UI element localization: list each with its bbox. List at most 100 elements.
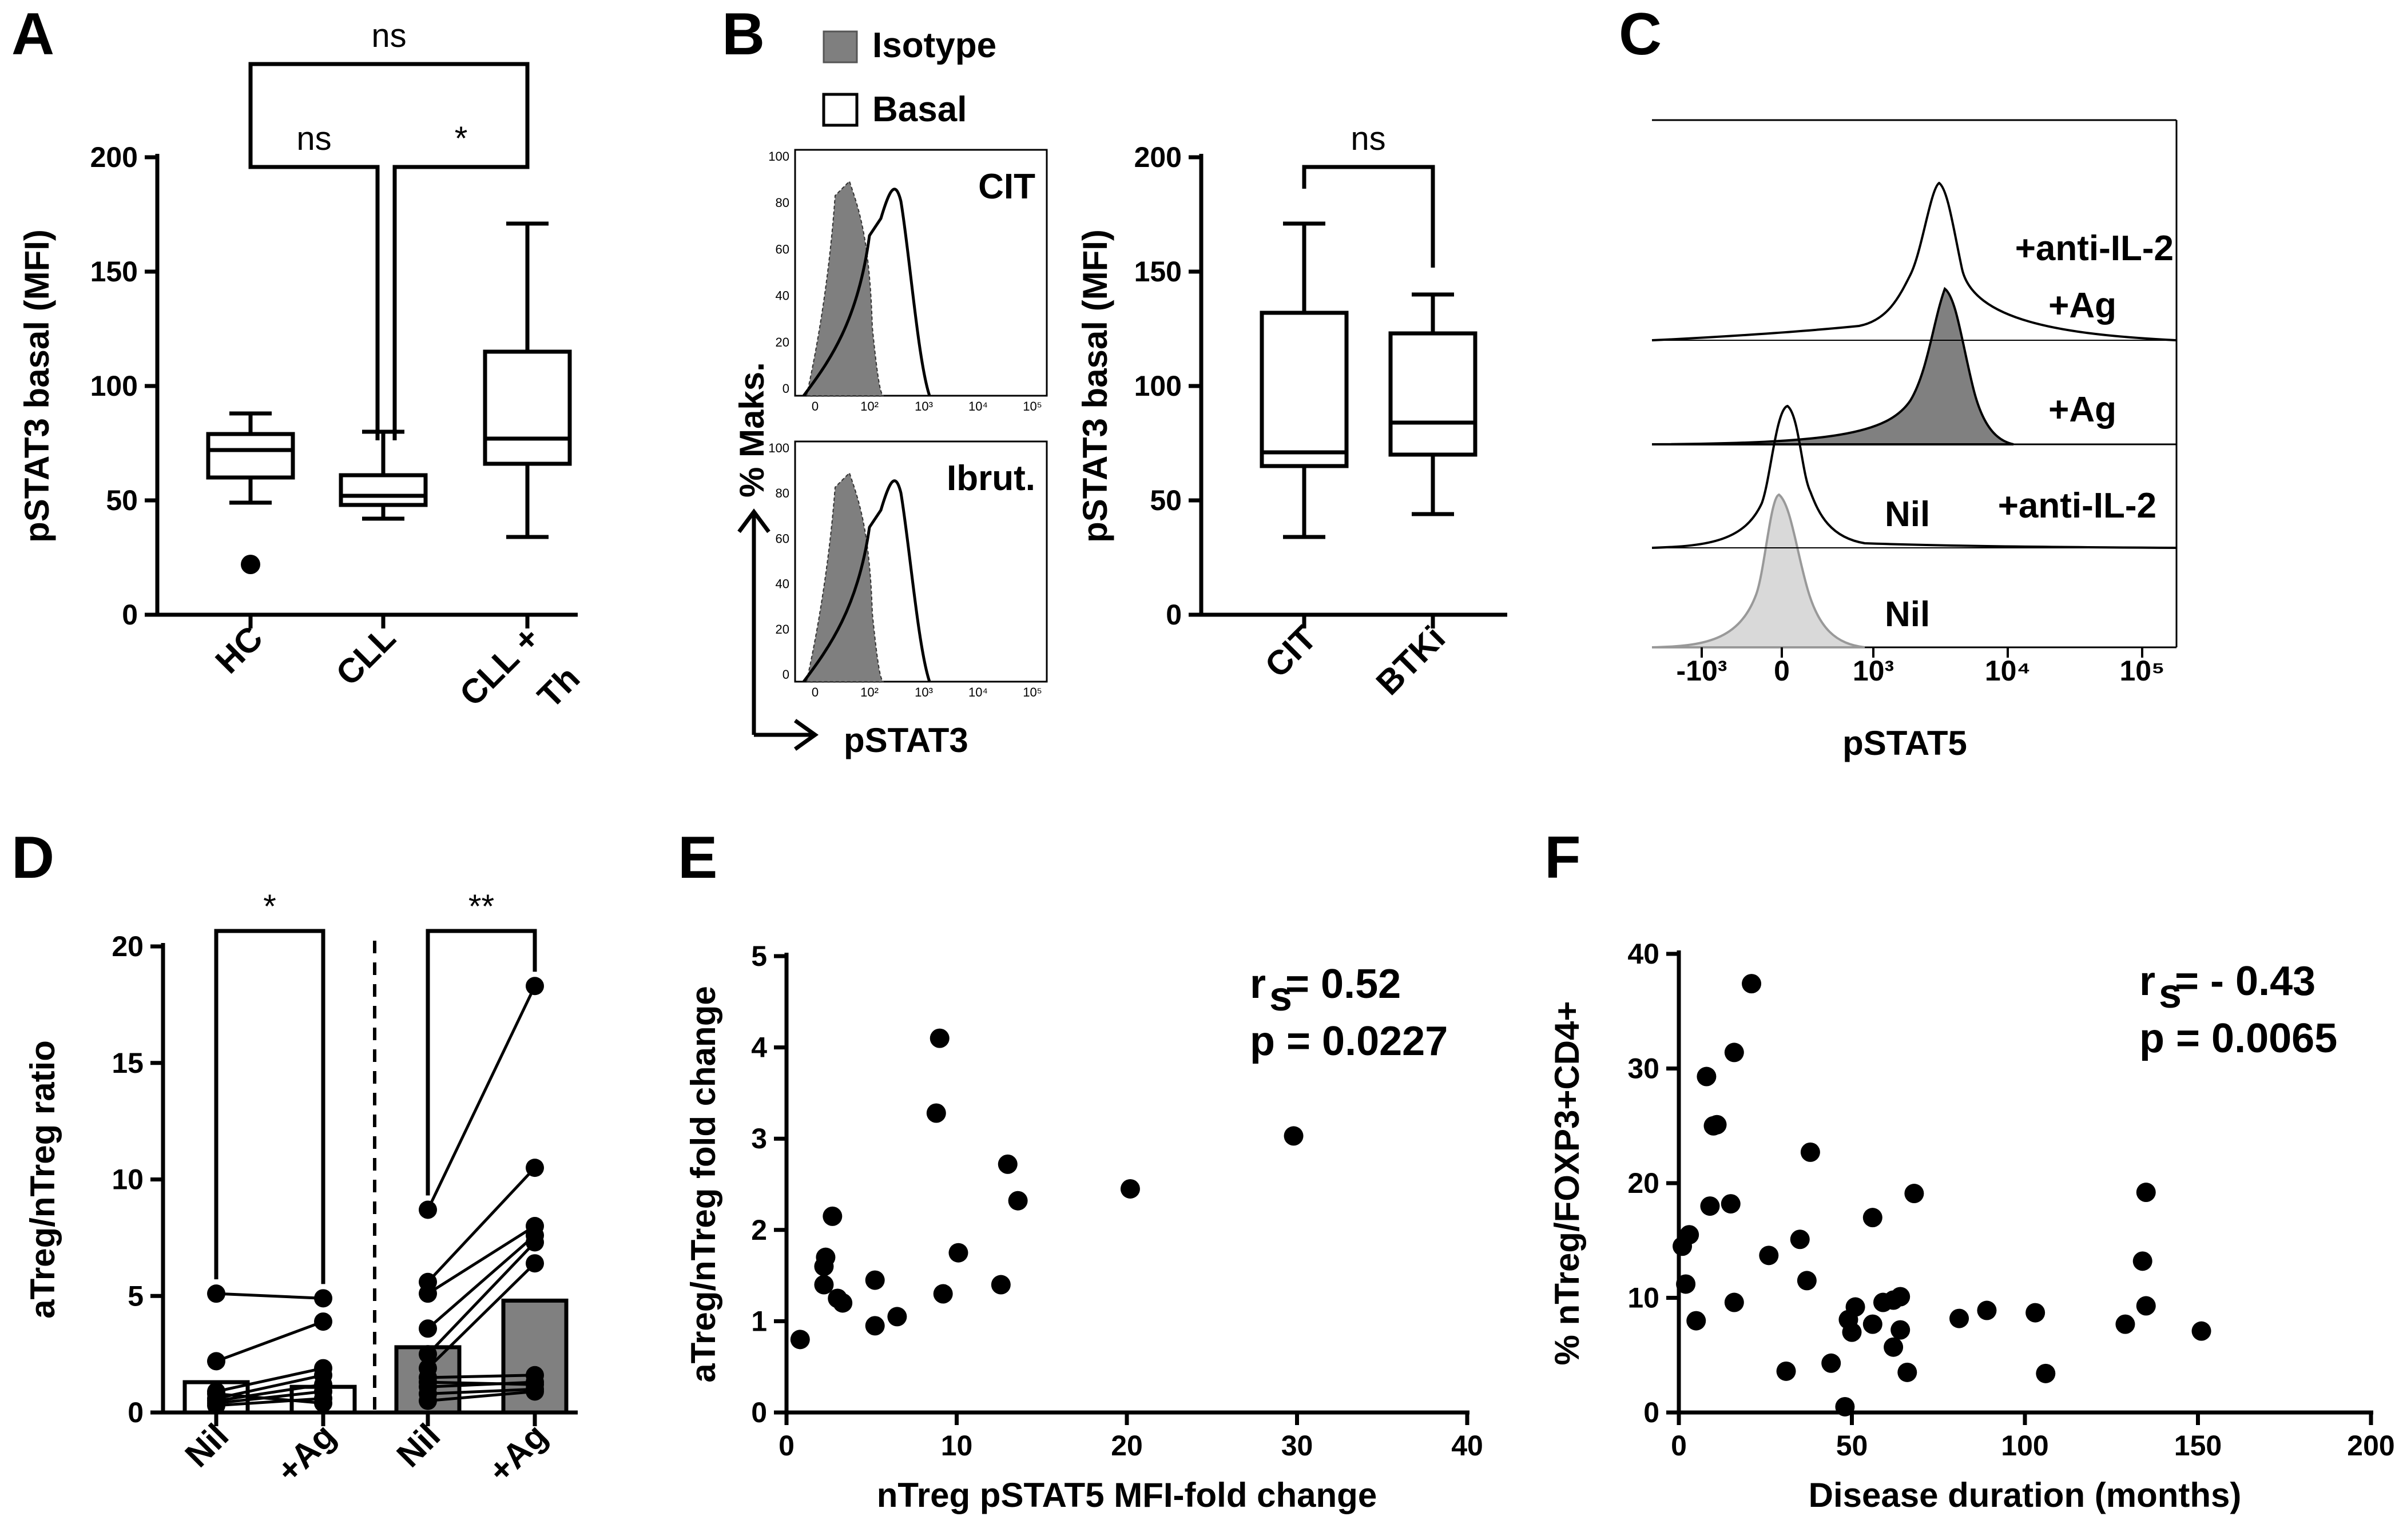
data-point xyxy=(419,1345,437,1364)
box xyxy=(1260,311,1349,468)
y-tick-label: 0 xyxy=(1166,599,1182,631)
panel-f-scatter: 0 10 20 30 40 0 50 100 150 200 % nTreg/FOXP3+CD4+ D… xyxy=(1548,938,2395,1514)
pair-line xyxy=(216,1397,324,1407)
data-point xyxy=(926,1103,946,1123)
x-tick-label: 150 xyxy=(2174,1430,2222,1462)
significance-bracket xyxy=(248,146,380,440)
x-label: +Ag xyxy=(480,1416,554,1490)
box xyxy=(483,349,572,466)
x-tick-label: 200 xyxy=(2347,1430,2394,1462)
y-tick-label: 150 xyxy=(1134,256,1182,288)
x-label: +Ag xyxy=(269,1416,343,1490)
y-tick-label: 50 xyxy=(106,484,138,516)
data-point xyxy=(833,1293,853,1313)
significance-label: ns xyxy=(371,17,406,54)
data-point xyxy=(1724,1042,1744,1063)
hist-x-tick-label: 10² xyxy=(860,685,879,699)
data-point xyxy=(1884,1337,1904,1357)
significance-label: ns xyxy=(1351,120,1385,157)
track-label-nil-2: Nil xyxy=(1885,595,1930,634)
pair-line xyxy=(216,1367,324,1393)
data-point xyxy=(887,1307,907,1327)
x-tick-label: 10⁵ xyxy=(2119,655,2164,687)
track-label-anti-il2-2: +anti-IL-2 xyxy=(1998,486,2156,526)
legend-swatch-isotype xyxy=(823,30,858,63)
track-label-nil: Nil xyxy=(1885,495,1930,534)
data-point xyxy=(1679,1225,1699,1245)
x-label: Nil xyxy=(390,1416,448,1475)
hist-x-tick-label: 10⁴ xyxy=(968,399,988,413)
annotation-r: r xyxy=(1250,961,1266,1007)
y-tick-label: 15 xyxy=(112,1047,144,1079)
data-point xyxy=(814,1275,834,1295)
hist-y-tick-label: 100 xyxy=(768,441,789,455)
data-point xyxy=(1821,1353,1841,1373)
data-point xyxy=(1742,974,1762,994)
histogram-sample-label: Ibrut. xyxy=(947,459,1035,498)
data-point xyxy=(419,1373,437,1392)
data-point xyxy=(1862,1208,1882,1228)
data-point xyxy=(1890,1287,1911,1307)
y-tick-label: 200 xyxy=(90,141,138,173)
pair-line xyxy=(427,1390,535,1403)
data-point xyxy=(2191,1321,2211,1341)
panel-label-c: C xyxy=(1619,1,1662,67)
panel-b-histograms: Isotype Basal 100 80 60 40 20 0 0 10² 10³ 10⁴ 10⁵ CIT… xyxy=(733,26,1048,759)
hist-x-tick-label: 10³ xyxy=(915,685,933,699)
hist-x-tick-label: 0 xyxy=(812,399,819,413)
y-axis-title: aTreg/nTreg ratio xyxy=(23,1040,62,1319)
data-point xyxy=(2025,1303,2045,1323)
box xyxy=(339,473,428,507)
y-tick-label: 30 xyxy=(1627,1053,1659,1085)
track-label-anti-il2: +anti-IL-2 xyxy=(2015,229,2174,268)
pair-line xyxy=(216,1292,324,1300)
hist-y-tick-label: 40 xyxy=(776,289,789,303)
panel-label-f: F xyxy=(1544,825,1581,891)
x-axis-arrow xyxy=(754,719,819,751)
panel-label-a: A xyxy=(11,1,54,67)
legend-label-basal: Basal xyxy=(872,90,967,129)
data-point xyxy=(207,1352,225,1371)
track-nil-anti-il2 xyxy=(1651,404,2177,549)
data-point xyxy=(790,1330,810,1350)
x-label-cit: CIT xyxy=(1257,619,1324,685)
data-point xyxy=(1835,1396,1855,1416)
histogram-frame xyxy=(794,149,1048,397)
data-point xyxy=(1790,1229,1810,1249)
y-axis-title: aTreg/nTreg fold change xyxy=(684,986,722,1382)
significance-bracket xyxy=(248,62,530,146)
x-tick-label: 10⁴ xyxy=(1985,655,2031,687)
hist-x-tick-label: 10⁵ xyxy=(1023,399,1042,413)
y-tick-label: 40 xyxy=(1627,938,1659,970)
hist-x-tick-label: 10⁴ xyxy=(968,685,988,699)
pair-line xyxy=(216,1392,324,1405)
pair-line xyxy=(427,1262,536,1370)
y-tick-label: 4 xyxy=(751,1032,767,1064)
data-point xyxy=(314,1394,332,1412)
data-point xyxy=(1008,1191,1028,1211)
pair-line xyxy=(427,1234,536,1330)
histogram-frame xyxy=(794,440,1048,683)
hist-y-tick-label: 80 xyxy=(776,196,789,210)
data-point xyxy=(1697,1067,1717,1087)
y-tick-label: 5 xyxy=(751,940,767,972)
data-point xyxy=(1676,1274,1696,1294)
hist-x-tick-label: 0 xyxy=(812,685,819,699)
pair-line xyxy=(216,1320,324,1363)
data-point xyxy=(1759,1245,1779,1266)
track-anti-il2-ag xyxy=(1651,181,2177,341)
y-tick-label: 1 xyxy=(751,1305,767,1337)
significance-label: * xyxy=(455,120,468,157)
data-point xyxy=(1845,1297,1865,1317)
y-tick-label: 20 xyxy=(112,930,144,962)
data-point xyxy=(2136,1296,2156,1316)
annotation-r-value: = 0.52 xyxy=(1285,961,1401,1007)
pair-line xyxy=(427,1380,535,1386)
panel-b-boxplot: 0 50 100 150 200 pSTAT3 basal (MFI) CIT BTKi ns xyxy=(1076,120,1507,702)
hist-x-axis-title: pSTAT3 xyxy=(844,721,968,759)
panel-label-d: D xyxy=(11,825,54,891)
hist-y-tick-label: 40 xyxy=(776,577,789,591)
data-point xyxy=(1977,1300,1997,1320)
data-point xyxy=(998,1154,1018,1174)
hist-y-tick-label: 80 xyxy=(776,486,789,500)
